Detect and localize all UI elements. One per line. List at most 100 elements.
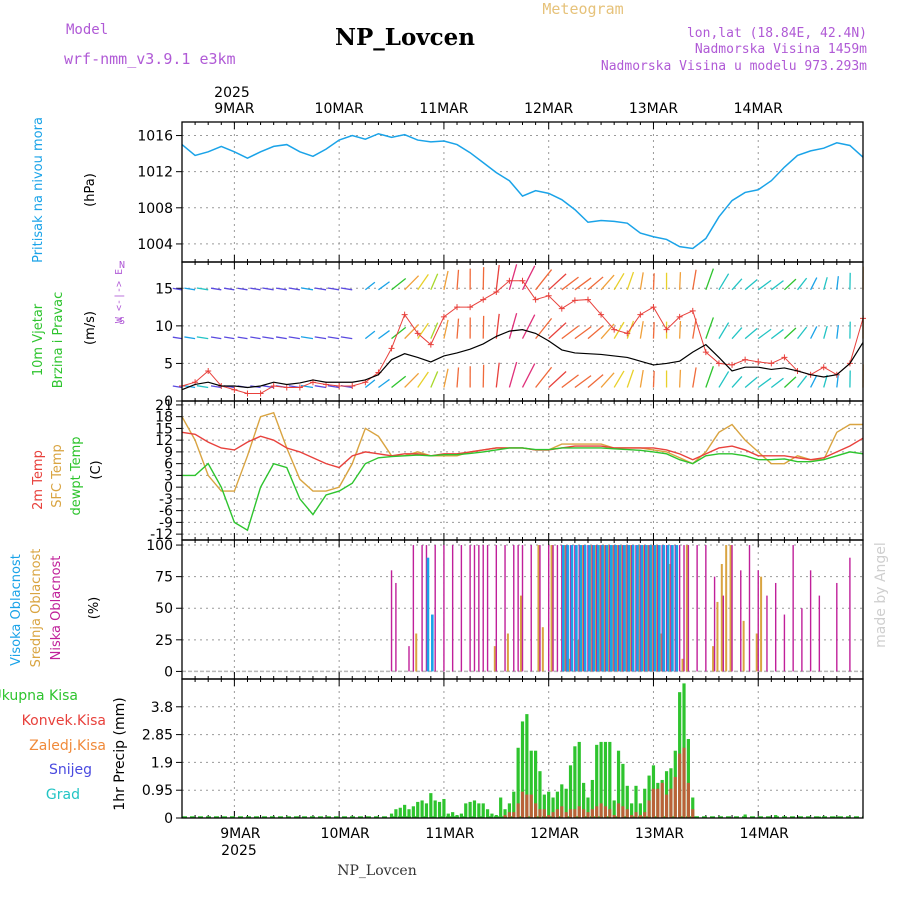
wind-arrow xyxy=(456,367,460,388)
low-cloud-bar xyxy=(582,545,585,672)
gust-marker xyxy=(781,354,788,361)
gust-marker xyxy=(401,311,408,318)
header: Model wrf-nmm_v3.9.1 e3km NP_Lovcen Mete… xyxy=(64,0,867,74)
year-label-top: 2025 xyxy=(214,85,250,101)
ytick-label: 2.85 xyxy=(142,728,173,744)
low-cloud-bar xyxy=(539,545,541,672)
wind-arrow xyxy=(456,269,460,290)
low-cloud-bar xyxy=(451,545,454,672)
high-cloud-bar xyxy=(566,545,569,672)
wind-arrow xyxy=(692,367,697,388)
total-precip-bar xyxy=(442,798,446,818)
low-cloud-bar xyxy=(482,545,484,672)
low-cloud-bar xyxy=(408,646,410,672)
wind-arrow xyxy=(196,336,209,340)
mid-cloud-bar xyxy=(725,545,728,672)
wind-arrow xyxy=(378,378,390,389)
high-cloud-bar xyxy=(618,545,622,672)
low-cloud-bar xyxy=(574,545,576,672)
wind-arrow xyxy=(430,273,439,291)
total-precip-bar xyxy=(564,788,568,818)
low-cloud-bar xyxy=(774,582,777,672)
total-precip-bar xyxy=(555,791,560,818)
low-cloud-bar xyxy=(486,545,489,672)
low-cloud-bar xyxy=(569,545,572,672)
low-cloud-bar xyxy=(517,545,519,672)
high-cloud-bar xyxy=(658,545,661,672)
gust-marker xyxy=(676,313,683,320)
low-cloud-bar xyxy=(731,545,733,672)
low-cloud-bar xyxy=(713,576,716,672)
wind-arrow xyxy=(172,336,183,340)
low-cloud-bar xyxy=(591,545,594,672)
gust-marker xyxy=(611,326,618,333)
low-cloud-bar xyxy=(412,545,415,672)
low-cloud-bar xyxy=(600,545,602,672)
high-cloud-bar xyxy=(671,545,674,672)
low-cloud-bar xyxy=(504,545,506,672)
total-precip-bar xyxy=(446,813,450,818)
model-label: Model xyxy=(66,22,108,38)
total-precip-bar xyxy=(573,746,577,818)
low-cloud-bar xyxy=(705,545,707,672)
low-cloud-bar xyxy=(783,614,786,672)
gust-marker xyxy=(493,289,500,296)
ytick-label: 0 xyxy=(164,664,173,680)
low-cloud-bar xyxy=(836,582,838,672)
mid-cloud-bar xyxy=(646,545,649,672)
wind-arrow xyxy=(783,376,797,388)
ytick-label: 18 xyxy=(155,410,173,426)
low-cloud-bar xyxy=(818,595,821,672)
wind-arrow xyxy=(836,276,839,290)
high-cloud-bar xyxy=(666,545,670,672)
ytick-label: 6 xyxy=(164,457,173,473)
mid-cloud-bar xyxy=(720,564,723,672)
conv-precip-bar xyxy=(586,812,590,818)
high-cloud-bar xyxy=(426,557,430,672)
wind-arrow xyxy=(731,376,743,388)
wind-arrow xyxy=(430,371,439,388)
conv-precip-bar xyxy=(525,794,529,818)
mid-cloud-bar xyxy=(589,545,592,672)
wind-arrow xyxy=(495,264,500,290)
top-date-labels: 9MAR 10MAR 11MAR 12MAR 13MAR 14MAR xyxy=(214,101,783,117)
high-cloud-bar xyxy=(631,545,635,672)
wind-arrow xyxy=(275,287,287,291)
low-cloud-bar xyxy=(478,545,480,672)
mid-cloud-bar xyxy=(493,646,496,672)
mid-cloud-bar xyxy=(576,639,579,672)
low-cloud-bar xyxy=(757,570,759,672)
low-cloud-bar xyxy=(604,545,607,672)
wind-arrow xyxy=(404,372,420,388)
gust-marker xyxy=(506,277,513,284)
gust-marker xyxy=(755,358,762,365)
altitude: Nadmorska Visina 1459m xyxy=(695,42,867,57)
top-axis: 2025 9MAR 10MAR 11MAR 12MAR 13MAR 14MAR xyxy=(214,85,783,117)
low-cloud-bar xyxy=(635,545,637,672)
wind-arrow xyxy=(378,330,390,340)
total-precip-bar xyxy=(494,815,498,818)
total-precip-bar xyxy=(608,741,612,818)
wind-arrow xyxy=(770,377,784,388)
wind-arrow xyxy=(364,330,376,340)
total-precip-bar xyxy=(433,800,437,818)
conv-precip-bar xyxy=(520,791,525,818)
high-cloud-bar xyxy=(431,614,434,672)
total-precip-bar xyxy=(398,807,402,818)
wind-arrow xyxy=(237,336,248,340)
date-label-bottom: 9MAR xyxy=(220,826,261,842)
total-precip-bar xyxy=(429,793,433,818)
gust-marker xyxy=(454,304,461,311)
low-cloud-bar xyxy=(473,545,476,672)
low-cloud-bar xyxy=(766,595,768,672)
conv-precip-bar xyxy=(529,794,533,818)
total-precip-bar xyxy=(835,816,839,818)
gust-marker xyxy=(480,296,487,303)
wind-arrow xyxy=(692,269,697,290)
gust-marker xyxy=(427,341,434,348)
total-precip-bar xyxy=(577,741,581,818)
conv-precip-bar xyxy=(673,777,677,818)
conv-precip-bar xyxy=(678,753,682,818)
wind-arrow xyxy=(744,376,758,388)
wind-arrow xyxy=(797,326,808,340)
